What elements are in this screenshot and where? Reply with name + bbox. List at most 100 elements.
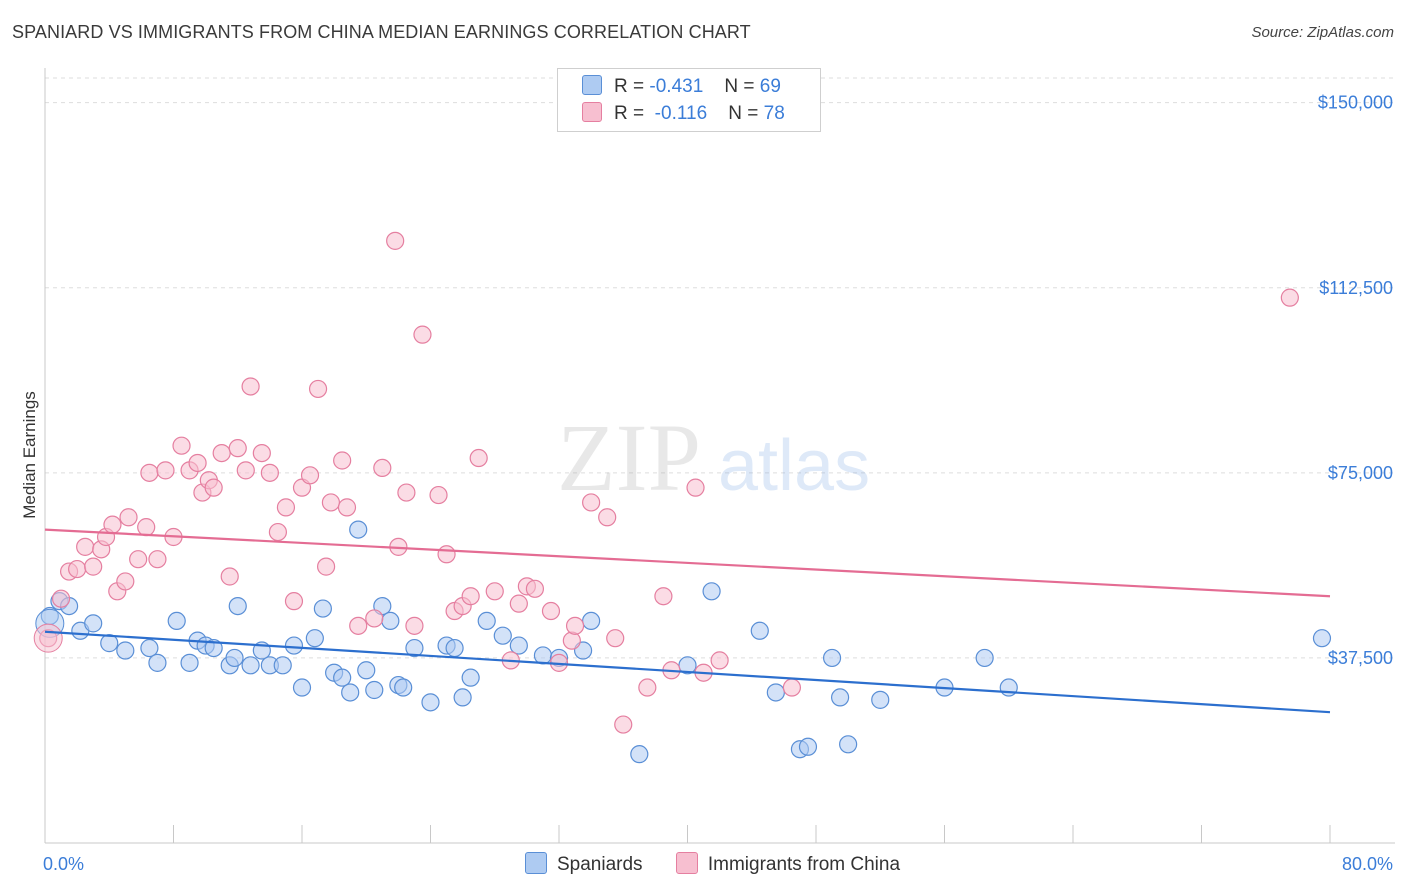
spaniards-point [509,636,528,655]
china-point [606,629,625,648]
china-point [509,594,528,613]
spaniards-point [405,638,424,658]
china-point [598,508,617,527]
spaniards-trend-line [44,630,1331,714]
china-point [333,451,352,470]
spaniards-point [630,745,649,764]
spaniards-point [830,688,850,707]
spaniards-point [148,653,167,672]
china-point [119,508,138,527]
axes [44,68,1395,844]
china-point [316,557,336,576]
legend-r-label: R = [614,76,645,97]
china-point [686,478,705,497]
grid-lines [45,77,1395,659]
spaniards-point [228,596,247,616]
spaniards-point [84,614,103,633]
china-point [654,587,673,606]
watermark-zip: ZIP [557,404,701,511]
china-point [469,448,488,468]
china-point [565,616,585,635]
y-axis-title: Median Earnings [20,391,39,519]
china-point [84,557,103,576]
china-point [68,559,87,579]
china-point [129,550,148,569]
china-point [525,579,545,598]
legend-n-label: N = [728,103,759,124]
spaniards-point [180,653,199,672]
y-tick-label: $75,000 [1328,463,1393,483]
china-point [188,453,207,473]
spaniards-point [357,661,376,680]
spaniards-point [292,678,312,697]
spaniards-point [381,611,400,631]
spaniards-point [394,678,413,697]
china-point [220,567,239,586]
series-legend: Spaniards Immigrants from China [525,852,928,876]
spaniards-point [204,638,223,658]
china-point [349,616,368,635]
china-point [485,582,504,601]
china-point [228,439,247,458]
china-point [582,493,601,512]
china-point [461,587,480,606]
china-point [76,537,95,556]
spaniards-point [453,688,472,707]
china-point [103,515,122,534]
china-legend-swatch [675,852,698,874]
spaniards-point [241,656,260,675]
china-point [172,436,191,455]
legend-row-china: R = -0.116 N = 78 [582,102,785,126]
spaniards-point [766,683,785,702]
china-point [116,572,135,591]
spaniards-point [975,648,994,668]
y-tick-label: $112,500 [1319,278,1393,298]
china-point [337,498,357,517]
legend-n-value: 69 [759,76,781,97]
spaniards-point [477,611,496,631]
legend-label-china: Immigrants from China [707,854,901,875]
x-tick-label: 0.0% [43,854,84,874]
watermark-atlas: atlas [718,426,870,506]
spaniards-point [349,520,368,539]
china-point [413,325,432,344]
china-point [236,461,255,480]
legend-r-value: -0.116 [654,103,708,124]
spaniards-point [365,680,384,700]
china-point [33,623,63,653]
china-point [1280,288,1299,307]
x-tick-label: 80.0% [1342,854,1393,874]
spaniards-point [341,683,360,702]
china-trend-line [44,528,1331,598]
legend-item-spaniards[interactable]: Spaniards [525,852,643,876]
china-point [51,589,71,608]
spaniards-point [822,648,842,668]
china-point [212,443,231,463]
spaniards-point [871,690,890,709]
spaniards-point [313,599,332,618]
china-point [386,231,405,250]
china-point [268,522,288,542]
china-point [541,601,561,621]
china-point [252,443,271,463]
legend-n-label: N = [724,76,755,97]
china-point [397,483,416,502]
spaniards-point [702,582,721,601]
y-tick-label: $37,500 [1328,648,1393,668]
china-point [300,466,320,485]
spaniards-point [421,693,440,712]
spaniards-point [750,621,769,640]
source-label: Source: ZipAtlas.com [1251,24,1394,41]
spaniards-point [273,656,292,675]
legend-r-value: -0.431 [649,76,704,97]
legend-item-china[interactable]: Immigrants from China [675,852,901,876]
china-point [710,651,729,670]
china-point [284,592,304,611]
china-point [260,463,279,482]
spaniards-point [100,634,119,653]
legend-r-label: R = [614,103,645,124]
china-point [137,518,156,537]
axis-labels: $37,500 $75,000 $112,500 $150,000 0.0% 80.0% M… [20,93,1393,874]
china-point [156,461,175,480]
spaniards-legend-swatch [525,852,547,874]
